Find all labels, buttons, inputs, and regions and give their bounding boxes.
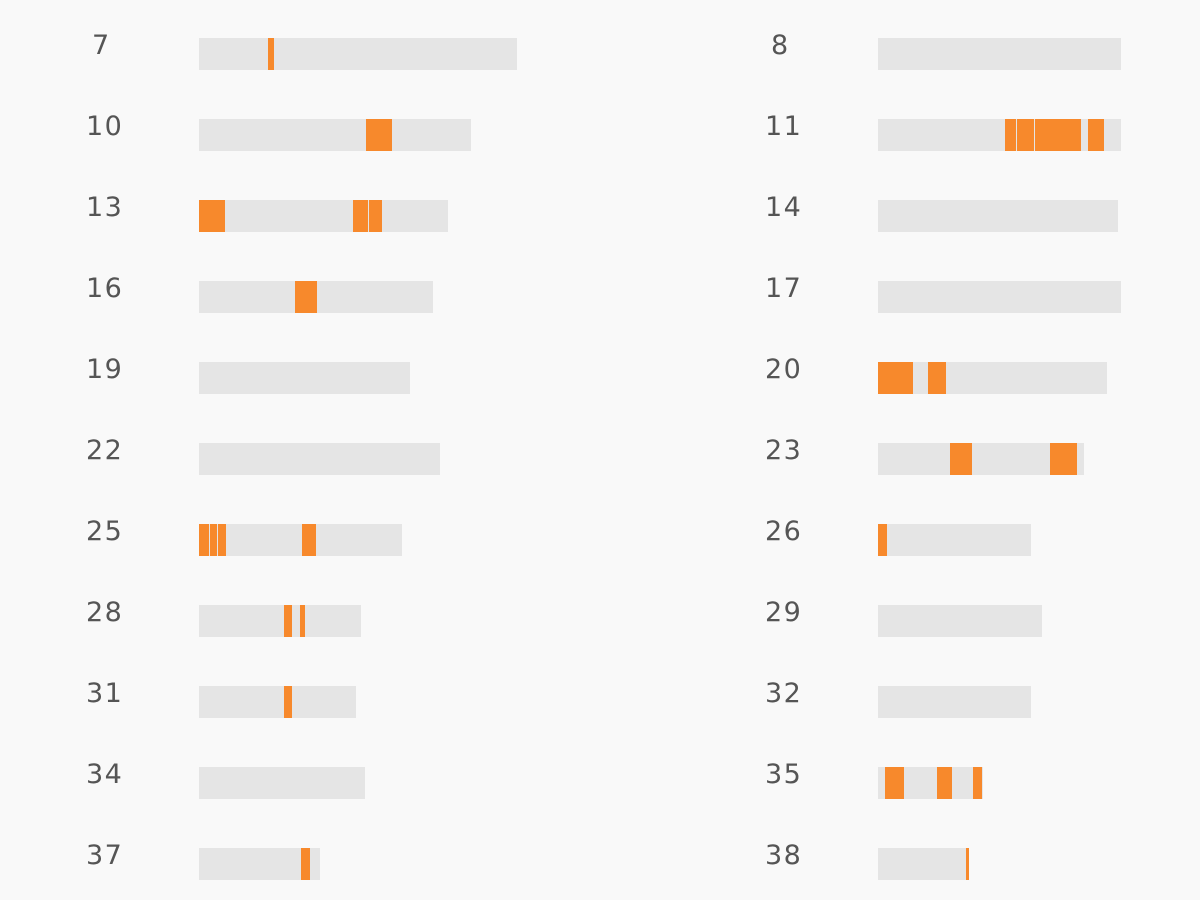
highlight-segment bbox=[937, 767, 952, 799]
row-label: 14 bbox=[765, 192, 803, 223]
bar-track bbox=[878, 38, 1121, 70]
row-label: 20 bbox=[765, 354, 803, 385]
highlight-segment bbox=[301, 848, 310, 880]
highlight-segment bbox=[1035, 119, 1081, 151]
highlight-segment bbox=[950, 443, 972, 475]
bar-track bbox=[878, 200, 1118, 232]
row-label: 37 bbox=[86, 840, 124, 871]
highlight-segment bbox=[199, 524, 209, 556]
bar-track bbox=[199, 362, 410, 394]
highlight-segment bbox=[218, 524, 226, 556]
row-label: 38 bbox=[765, 840, 803, 871]
highlight-segment bbox=[199, 200, 225, 232]
bar-track bbox=[878, 767, 983, 799]
bar-track bbox=[199, 443, 440, 475]
row-label: 25 bbox=[86, 516, 124, 547]
row-label: 13 bbox=[86, 192, 124, 223]
bar-track bbox=[878, 119, 1121, 151]
bar-track bbox=[199, 281, 433, 313]
bar-track bbox=[199, 524, 402, 556]
row-label: 34 bbox=[86, 759, 124, 790]
bar-track bbox=[878, 281, 1121, 313]
bar-track bbox=[199, 767, 365, 799]
row-label: 19 bbox=[86, 354, 124, 385]
highlight-segment bbox=[1005, 119, 1016, 151]
bar-track bbox=[199, 38, 517, 70]
row-label: 35 bbox=[765, 759, 803, 790]
highlight-segment bbox=[369, 200, 382, 232]
highlight-segment bbox=[300, 605, 305, 637]
highlight-segment bbox=[366, 119, 392, 151]
row-label: 16 bbox=[86, 273, 124, 304]
highlight-segment bbox=[1088, 119, 1104, 151]
row-label: 32 bbox=[765, 678, 803, 709]
highlight-segment bbox=[878, 362, 913, 394]
bar-track bbox=[878, 362, 1107, 394]
highlight-segment bbox=[353, 200, 368, 232]
row-label: 11 bbox=[765, 111, 803, 142]
row-label: 8 bbox=[771, 30, 790, 61]
highlight-segment bbox=[268, 38, 274, 70]
bar-track bbox=[878, 848, 969, 880]
bar-track bbox=[199, 848, 320, 880]
highlight-segment bbox=[928, 362, 946, 394]
bar-track bbox=[199, 119, 471, 151]
highlight-segment bbox=[885, 767, 904, 799]
row-label: 23 bbox=[765, 435, 803, 466]
highlight-segment bbox=[1050, 443, 1077, 475]
row-label: 17 bbox=[765, 273, 803, 304]
bar-track bbox=[878, 443, 1084, 475]
row-label: 7 bbox=[92, 30, 111, 61]
highlight-segment bbox=[973, 767, 982, 799]
highlight-segment bbox=[284, 686, 292, 718]
row-label: 28 bbox=[86, 597, 124, 628]
bar-track bbox=[878, 605, 1042, 637]
bar-track bbox=[199, 686, 356, 718]
highlight-segment bbox=[966, 848, 969, 880]
bar-track bbox=[878, 524, 1031, 556]
highlight-segment bbox=[210, 524, 217, 556]
highlight-segment bbox=[878, 524, 887, 556]
bar-track bbox=[199, 200, 448, 232]
bar-track bbox=[199, 605, 361, 637]
row-label: 22 bbox=[86, 435, 124, 466]
highlight-segment bbox=[1017, 119, 1034, 151]
row-label: 29 bbox=[765, 597, 803, 628]
highlight-segment bbox=[302, 524, 316, 556]
bar-track bbox=[878, 686, 1031, 718]
row-label: 10 bbox=[86, 111, 124, 142]
row-label: 26 bbox=[765, 516, 803, 547]
highlight-segment bbox=[284, 605, 292, 637]
row-label: 31 bbox=[86, 678, 124, 709]
highlight-segment bbox=[295, 281, 317, 313]
